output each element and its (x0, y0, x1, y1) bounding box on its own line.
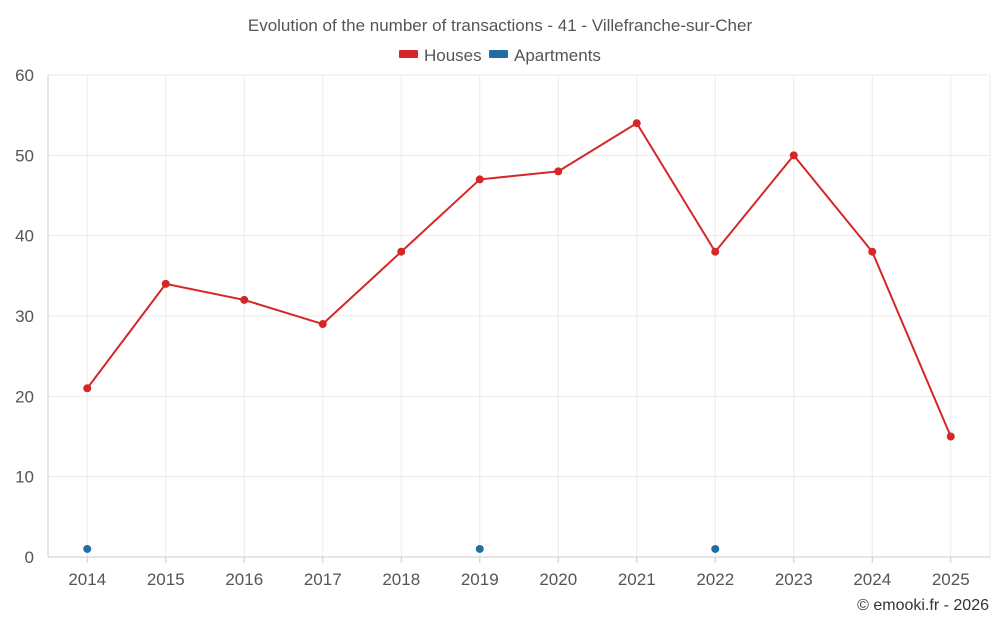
series-apartments (83, 544, 720, 553)
data-point-houses[interactable] (240, 295, 249, 304)
x-tick-label: 2023 (775, 570, 813, 589)
x-tick-label: 2018 (382, 570, 420, 589)
legend-item-houses[interactable]: Houses (399, 46, 482, 65)
x-tick-label: 2024 (853, 570, 891, 589)
legend-swatch (489, 50, 508, 58)
series-houses (83, 119, 955, 441)
data-point-houses[interactable] (789, 151, 798, 160)
series-layer (83, 119, 955, 553)
data-point-houses[interactable] (318, 320, 327, 329)
axes: 0 10 20 30 40 50 60 2014 2015 2016 2017 2018 2019 202… (15, 66, 990, 589)
data-point-houses[interactable] (161, 279, 170, 288)
y-tick-label: 20 (15, 387, 34, 406)
series-line-houses (86, 122, 952, 437)
data-point-apartments[interactable] (83, 544, 92, 553)
data-point-houses[interactable] (83, 384, 92, 393)
x-tick-label: 2014 (68, 570, 106, 589)
x-tick-label: 2020 (539, 570, 577, 589)
data-point-houses[interactable] (946, 432, 955, 441)
x-tick-label: 2025 (932, 570, 970, 589)
data-point-houses[interactable] (475, 175, 484, 184)
x-tick-label: 2015 (147, 570, 185, 589)
y-tick-label: 30 (15, 307, 34, 326)
legend-item-apartments[interactable]: Apartments (489, 46, 601, 65)
chart-title: Evolution of the number of transactions … (248, 16, 753, 35)
credit-text: © emooki.fr - 2026 (857, 597, 989, 614)
y-tick-label: 50 (15, 146, 34, 165)
legend-label: Apartments (514, 46, 601, 65)
x-tick-label: 2017 (304, 570, 342, 589)
legend: Houses Apartments (399, 46, 601, 65)
x-tick-label: 2016 (225, 570, 263, 589)
data-point-houses[interactable] (397, 247, 406, 256)
y-tick-label: 40 (15, 227, 34, 246)
data-point-apartments[interactable] (711, 544, 720, 553)
x-tick-label: 2022 (696, 570, 734, 589)
grid (48, 74, 991, 557)
x-tick-label: 2019 (461, 570, 499, 589)
legend-swatch (399, 50, 418, 58)
y-tick-label: 0 (25, 548, 34, 567)
y-tick-label: 10 (15, 468, 34, 487)
data-point-apartments[interactable] (475, 544, 484, 553)
x-tick-label: 2021 (618, 570, 656, 589)
data-point-houses[interactable] (711, 247, 720, 256)
data-point-houses[interactable] (554, 167, 563, 176)
legend-label: Houses (424, 46, 482, 65)
y-tick-label: 60 (15, 66, 34, 85)
data-point-houses[interactable] (868, 247, 877, 256)
data-point-houses[interactable] (632, 119, 641, 128)
